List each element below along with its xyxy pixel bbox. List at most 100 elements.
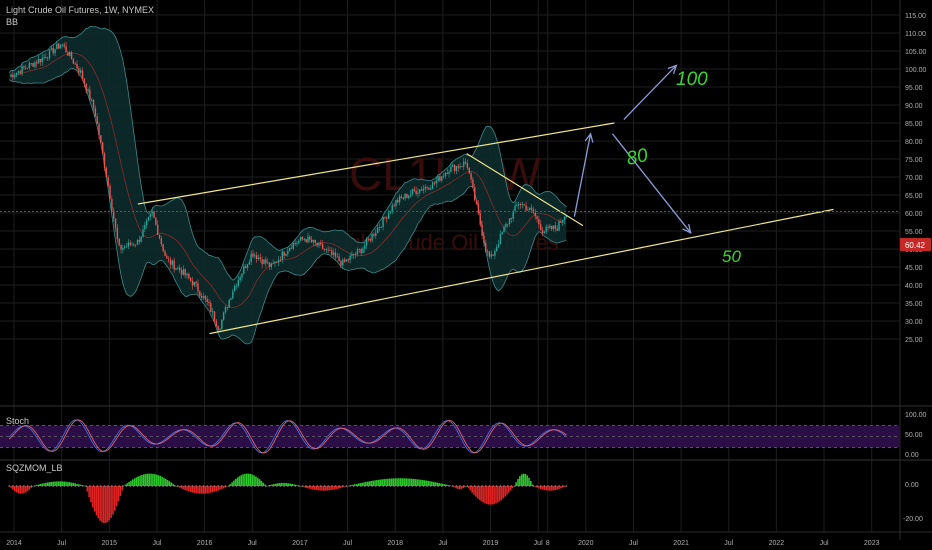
sqzmom-bar <box>215 486 218 492</box>
sqzmom-bar <box>368 481 371 486</box>
sqzmom-dot <box>74 485 76 487</box>
candle-body <box>393 205 395 207</box>
current-price-tag <box>900 238 931 251</box>
candle-body <box>195 281 197 284</box>
candle-body <box>549 225 551 228</box>
sqzmom-bar <box>146 473 149 486</box>
candle-body <box>189 278 192 281</box>
time-axis-ticks[interactable]: 2014 Jul 2015 Jul 2016 Jul 2017 Jul 2018 Jul 2019 J… <box>6 540 879 547</box>
sqzmom-dot <box>19 485 21 487</box>
candle-body <box>232 291 234 299</box>
sqzmom-dot <box>261 485 263 487</box>
sqzmom-dot <box>254 485 256 487</box>
candle-body <box>501 232 503 235</box>
candle-body <box>452 165 454 167</box>
stoch-label[interactable]: Stoch <box>6 416 29 426</box>
candle-body <box>281 251 284 260</box>
sqzmom-dot <box>279 485 282 487</box>
sqzmom-bar <box>242 474 244 486</box>
sqzmom-dot <box>45 485 47 487</box>
candle-body <box>464 161 467 164</box>
candle-body <box>426 187 428 188</box>
candle-body <box>551 225 553 230</box>
candle-body <box>529 207 531 210</box>
candle-body <box>475 200 478 204</box>
sqzmom-bar <box>445 484 448 486</box>
candle-body <box>349 255 351 261</box>
sqzmom-bar <box>522 473 525 486</box>
time-tick-label: 2015 <box>102 540 118 547</box>
stoch-tick-50: 50.00 <box>905 432 923 439</box>
candle-body <box>505 223 507 227</box>
sqzmom-bar <box>178 486 181 488</box>
candle-body <box>151 211 153 214</box>
price-tick-label: 25.00 <box>905 337 923 344</box>
candle-body <box>127 242 130 247</box>
candle-body <box>530 207 533 210</box>
sqzmom-bar <box>385 478 387 486</box>
time-tick-label: 2017 <box>292 540 308 547</box>
candle-body <box>235 285 238 287</box>
annotation-80: 80 <box>625 145 650 170</box>
sqzmom-bar <box>121 486 123 491</box>
sqzmom-bar <box>150 473 152 486</box>
sqzmom-bar <box>153 474 156 486</box>
sqzmom-bar <box>206 486 208 494</box>
candle-body <box>298 240 300 244</box>
sqzmom-dot <box>444 485 447 487</box>
sqzmom-bar <box>374 480 376 486</box>
sqzmom-label[interactable]: SQZMOM_LB <box>6 463 63 473</box>
candle-body <box>417 192 419 194</box>
candle-body <box>23 66 25 68</box>
sqzmom-dot <box>85 485 87 487</box>
candle-body <box>365 238 368 246</box>
sqzmom-bar <box>431 481 433 486</box>
sqzmom-dot <box>12 485 14 487</box>
sqzmom-dot <box>455 485 458 487</box>
sqzmom-dot <box>525 485 527 487</box>
price-axis-bg[interactable] <box>900 0 932 550</box>
candle-body <box>411 189 414 195</box>
sqzmom-dot <box>287 485 289 487</box>
candle-body <box>474 187 476 201</box>
candle-body <box>217 326 219 330</box>
candle-body <box>558 221 560 231</box>
candle-body <box>307 236 309 243</box>
sqzmom-dot <box>338 485 340 487</box>
candle-body <box>294 243 296 244</box>
candle-body <box>111 199 113 211</box>
candle-body <box>129 242 131 246</box>
candle-body <box>305 239 307 243</box>
sqzmom-dot <box>334 485 337 487</box>
time-tick-label: Jul <box>724 540 733 547</box>
sqzmom-bar <box>188 486 190 492</box>
indicator-bb-label[interactable]: BB <box>6 17 18 27</box>
sqzmom-bar <box>497 486 499 503</box>
sqzmom-dot <box>52 485 54 487</box>
sqzmom-dot <box>371 485 373 487</box>
sqzmom-bar <box>112 486 114 515</box>
sqzmom-dot <box>173 485 175 487</box>
sqzmom-bar <box>462 486 465 489</box>
candle-body <box>248 262 251 265</box>
sqzmom-bar <box>191 486 194 493</box>
candle-body <box>457 166 459 168</box>
sqzmom-bar <box>19 486 22 494</box>
sqzmom-bar <box>271 484 273 486</box>
sqzmom-bar <box>278 483 281 486</box>
sqzmom-bar <box>37 484 40 486</box>
candle-body <box>316 242 318 246</box>
candle-body <box>80 70 82 73</box>
price-tick-label: 100.00 <box>905 67 927 74</box>
sqzmom-bar <box>253 475 255 486</box>
sqzmom-bar <box>267 485 270 486</box>
candle-body <box>241 273 243 278</box>
candle-body <box>347 259 349 261</box>
candle-body <box>398 196 401 203</box>
candle-body <box>466 163 469 169</box>
sqzmom-bar <box>276 483 279 486</box>
price-tick-label: 80.00 <box>905 139 923 146</box>
candle-body <box>332 252 335 255</box>
candle-body <box>338 256 340 262</box>
